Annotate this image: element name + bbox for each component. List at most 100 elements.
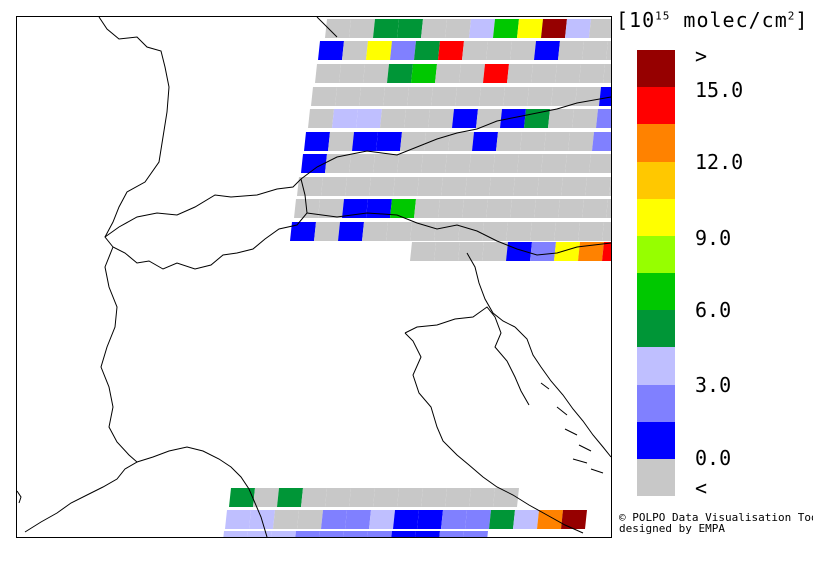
- swath-cell: [295, 531, 320, 537]
- swath-cell: [568, 132, 594, 151]
- swath-cell: [362, 222, 388, 241]
- swath-cell: [530, 242, 556, 261]
- swath-cell: [318, 41, 344, 60]
- swath-cell: [397, 19, 423, 38]
- swath-cell: [445, 19, 471, 38]
- swath-cell: [558, 41, 584, 60]
- country-borders: [17, 17, 611, 537]
- swath-cell: [434, 222, 460, 241]
- swath-cell: [410, 242, 436, 261]
- swath-cell: [537, 177, 563, 196]
- swath-cell: [489, 177, 515, 196]
- swath-cell: [438, 199, 464, 218]
- legend-label-15: 15.0: [695, 78, 744, 102]
- legend-label-12: 12.0: [695, 150, 744, 174]
- swath-cell: [414, 41, 440, 60]
- swath-cell: [520, 132, 546, 151]
- swath-cell: [500, 109, 526, 128]
- swath-cell: [273, 510, 299, 529]
- swath-cell: [503, 87, 529, 106]
- swath-cell: [496, 132, 522, 151]
- swath-cell: [606, 199, 611, 218]
- swath-cell: [332, 109, 358, 128]
- swath-cell: [315, 64, 341, 83]
- legend-label-gt: >: [695, 44, 708, 68]
- swath-cell: [414, 199, 440, 218]
- legend-swatch-4: [637, 198, 675, 237]
- swath-cell: [417, 177, 443, 196]
- swath-cell: [579, 64, 605, 83]
- swath-cell: [356, 109, 382, 128]
- swath-cell: [462, 41, 488, 60]
- swath-cell: [459, 64, 485, 83]
- swath-cell: [551, 87, 577, 106]
- swath-cell: [328, 132, 354, 151]
- swath-cell: [393, 510, 419, 529]
- swath-cell: [435, 64, 461, 83]
- coast-croatia: [514, 326, 611, 458]
- swath-cell: [606, 41, 611, 60]
- swath-cell: [469, 19, 495, 38]
- legend-swatch-2: [637, 124, 675, 162]
- coast-italy-east: [404, 332, 584, 534]
- swath-cell: [373, 154, 399, 173]
- swath-cell: [537, 510, 563, 529]
- swath-cell: [383, 87, 409, 106]
- swath-cell: [387, 64, 413, 83]
- swath-cell: [342, 199, 368, 218]
- map-canvas: [17, 17, 611, 537]
- legend-swatch-10: [637, 421, 675, 460]
- swath-cell: [345, 510, 371, 529]
- swath-cell: [578, 222, 604, 241]
- swath-cell: [297, 177, 323, 196]
- swath-cell: [555, 64, 581, 83]
- swath-cell: [321, 510, 347, 529]
- swath-cell: [363, 64, 389, 83]
- swath-cell: [373, 19, 399, 38]
- swath-cell: [585, 177, 611, 196]
- swath-cell: [390, 41, 416, 60]
- swath-cell: [558, 199, 584, 218]
- unit-label: [1015 molec/cm2]: [616, 8, 808, 32]
- swath-cell: [223, 531, 248, 537]
- swath-cell: [342, 41, 368, 60]
- swath-cell: [349, 19, 375, 38]
- swath-cell: [369, 177, 395, 196]
- swath-cell: [524, 109, 550, 128]
- swath-cell: [345, 177, 371, 196]
- swath-cell: [369, 510, 395, 529]
- swath-cell: [301, 154, 327, 173]
- swath-cell: [366, 41, 392, 60]
- swath-cell: [225, 510, 251, 529]
- legend-swatch-9: [637, 384, 675, 423]
- swath-cell: [469, 488, 495, 507]
- legend-swatch-5: [637, 235, 675, 274]
- swath-cell: [530, 222, 556, 241]
- credit-text: © POLPO Data Visualisation Tool designed…: [619, 512, 813, 534]
- coast-ligurian: [136, 446, 268, 537]
- swath-cell: [304, 132, 330, 151]
- swath-cell: [308, 109, 334, 128]
- swath-cell: [455, 87, 481, 106]
- color-legend: [637, 50, 675, 497]
- swath-cell: [476, 109, 502, 128]
- swath-cell: [439, 531, 464, 537]
- legend-label-lt: <: [695, 476, 708, 500]
- border-italy-west: [24, 246, 138, 533]
- swath-cell: [589, 19, 611, 38]
- swath-cell: [489, 510, 515, 529]
- swath-cell: [343, 531, 368, 537]
- swath-cell: [517, 154, 543, 173]
- swath-cell: [428, 109, 454, 128]
- swath-cell: [463, 531, 488, 537]
- unit-exponent: 15: [655, 9, 671, 23]
- swath-cell: [229, 488, 255, 507]
- legend-swatch-7: [637, 310, 675, 348]
- swath-cell: [513, 177, 539, 196]
- swath-cell: [462, 199, 488, 218]
- swath-cell: [486, 41, 512, 60]
- map-frame: [16, 16, 612, 538]
- swath-cell: [301, 488, 327, 507]
- swath-cell: [441, 510, 467, 529]
- swath-cell: [352, 132, 378, 151]
